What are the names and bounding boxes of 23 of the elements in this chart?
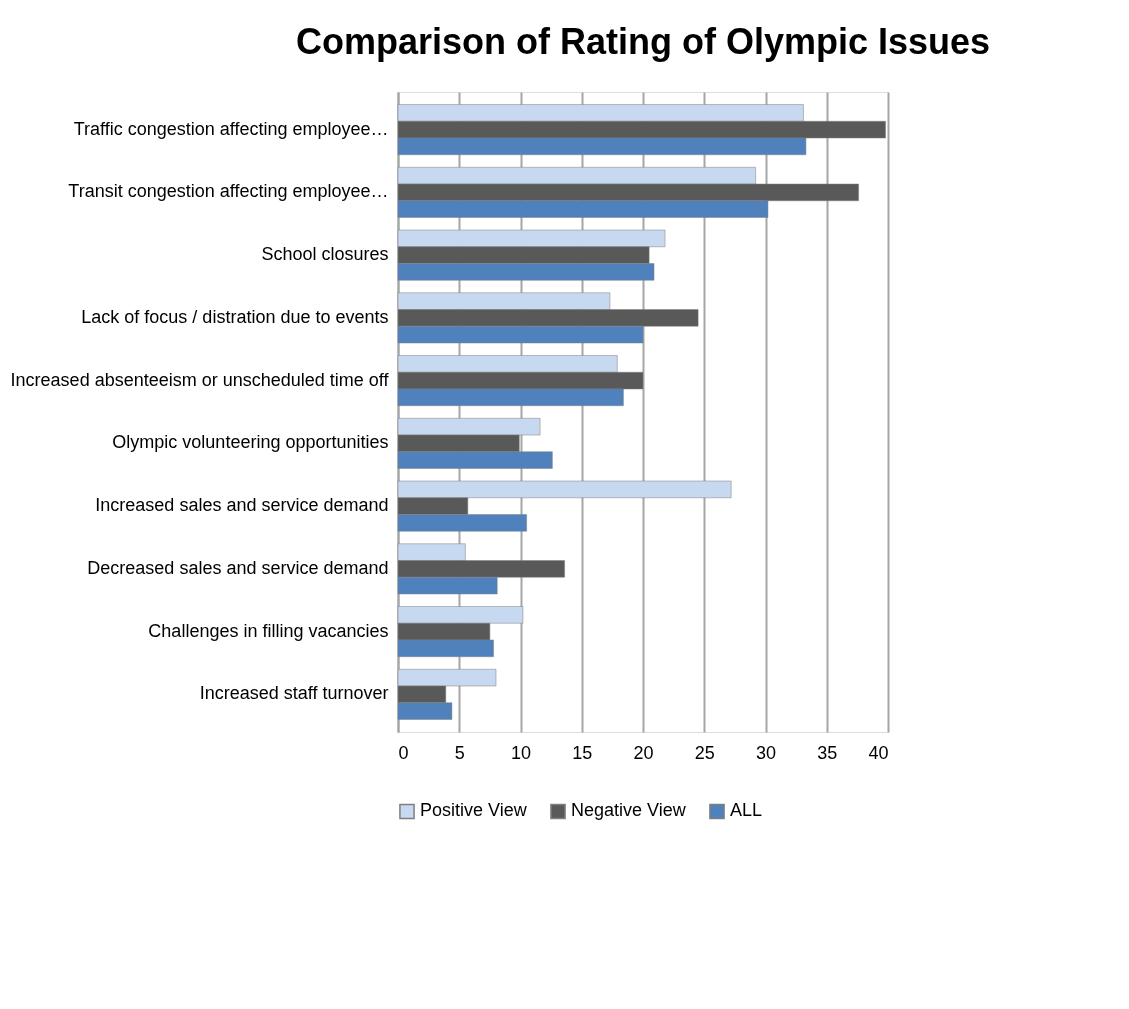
chart-title: Comparison of Rating of Olympic Issues [295, 21, 991, 62]
y-tick-label: Traffic congestion affecting employee… [73, 118, 389, 139]
x-tick-label: 25 [694, 742, 715, 763]
y-tick-label: School closures [261, 244, 389, 265]
y-tick-label: Increased sales and service demand [95, 495, 389, 516]
x-tick-label: 15 [572, 742, 593, 763]
x-tick-label: 40 [868, 742, 889, 763]
x-tick-label: 35 [817, 742, 838, 763]
y-tick-label: Transit congestion affecting employee… [68, 181, 389, 202]
y-tick-label: Increased staff turnover [199, 683, 389, 704]
y-tick-label: Challenges in filling vacancies [148, 620, 389, 641]
legend-label: Positive View [420, 800, 528, 821]
x-tick-label: 0 [398, 742, 409, 763]
x-tick-label: 5 [454, 742, 465, 763]
y-tick-label: Olympic volunteering opportunities [112, 432, 389, 453]
legend-label: Negative View [571, 800, 687, 821]
x-tick-label: 30 [755, 742, 777, 763]
x-tick-label: 10 [510, 742, 532, 763]
x-tick-label: 20 [633, 742, 654, 763]
y-tick-label: Increased absenteeism or unscheduled time off [10, 369, 390, 390]
y-tick-label: Lack of focus / distration due to events [81, 306, 389, 327]
legend-label: ALL [730, 800, 763, 821]
y-tick-label: Decreased sales and service demand [87, 557, 389, 578]
